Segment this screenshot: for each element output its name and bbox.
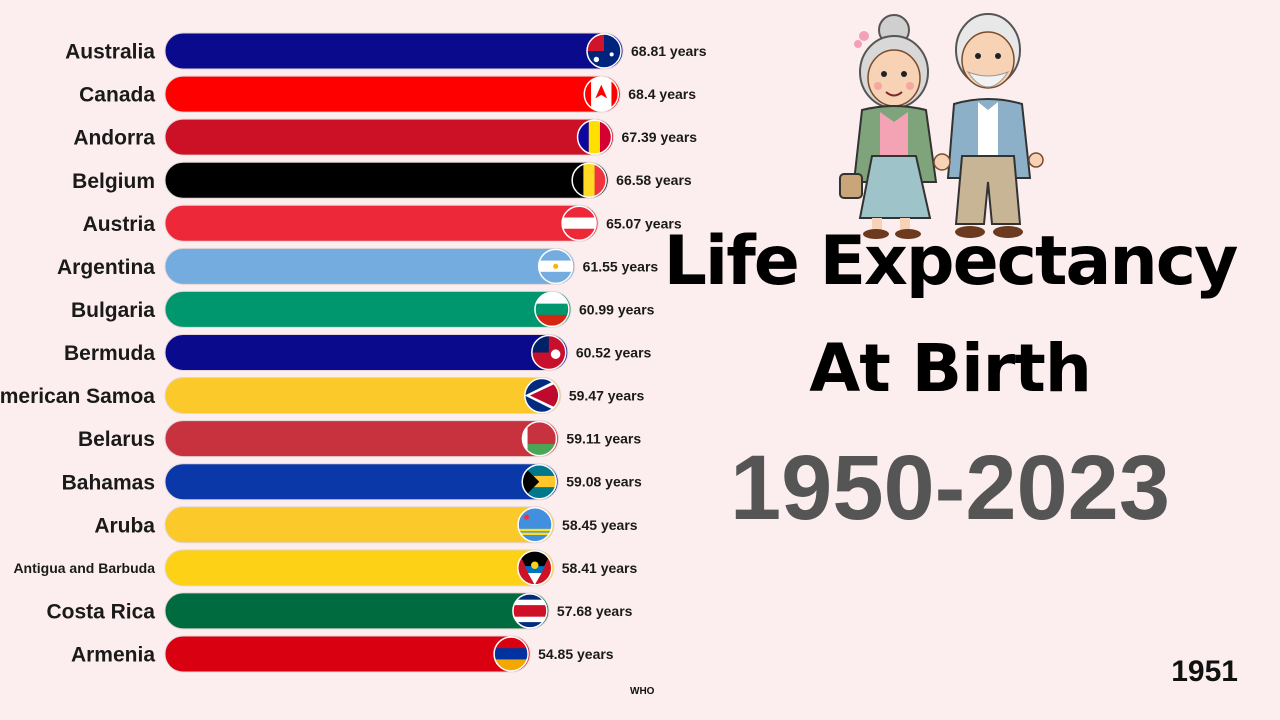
andorra-flag-icon xyxy=(576,119,613,155)
bar-group: Belarus 59.11 years xyxy=(78,420,641,458)
grandma-figure xyxy=(839,14,938,239)
austria-flag-icon xyxy=(561,205,597,242)
bar-group: Argentina 61.55 years xyxy=(57,247,659,285)
country-label: Antigua and Barbuda xyxy=(13,560,155,576)
canada-flag-icon xyxy=(583,76,620,112)
bar xyxy=(164,161,609,199)
country-label: American Samoa xyxy=(0,385,155,408)
bulgaria-flag-icon xyxy=(534,291,570,328)
argentina-flag-icon xyxy=(537,248,574,285)
value-label: 57.68 years xyxy=(557,603,633,619)
chart-period: 1950-2023 xyxy=(730,437,1170,539)
chart-title-line-1: Life Expectancy xyxy=(663,222,1239,301)
country-label: Belgium xyxy=(72,170,155,193)
bar xyxy=(164,377,562,415)
country-label: Bulgaria xyxy=(71,299,155,322)
chart-title-line-2: At Birth xyxy=(809,330,1092,407)
bar xyxy=(164,635,531,673)
bar xyxy=(164,75,621,113)
aruba-flag-icon xyxy=(517,507,553,543)
bar-group: American Samoa 59.47 years xyxy=(0,377,645,415)
bar xyxy=(164,290,572,328)
bar-group: Costa Rica 57.68 years xyxy=(46,592,633,630)
bar xyxy=(164,32,624,70)
costa-rica-flag-icon xyxy=(512,593,548,629)
country-label: Bermuda xyxy=(64,342,155,365)
value-label: 60.52 years xyxy=(576,344,652,360)
value-label: 58.45 years xyxy=(562,517,638,533)
bar xyxy=(164,549,555,587)
value-label: 67.39 years xyxy=(622,129,698,145)
bermuda-flag-icon xyxy=(531,334,567,371)
country-label: Belarus xyxy=(78,428,155,451)
value-label: 60.99 years xyxy=(579,301,655,317)
source-label: WHO xyxy=(630,686,655,697)
country-label: Australia xyxy=(65,41,155,64)
value-label: 66.58 years xyxy=(616,172,692,188)
value-label: 61.55 years xyxy=(583,258,659,274)
value-label: 59.11 years xyxy=(566,431,641,447)
country-label: Costa Rica xyxy=(46,600,155,623)
country-label: Canada xyxy=(79,84,155,107)
country-label: Argentina xyxy=(57,256,155,279)
bahamas-flag-icon xyxy=(521,463,557,500)
armenia-flag-icon xyxy=(493,636,529,672)
country-label: Armenia xyxy=(71,644,155,667)
bar-group: Antigua and Barbuda 58.41 years xyxy=(13,549,638,587)
bar-chart: Australia 68.81 years Canada 68.4 years Ando… xyxy=(0,32,707,673)
bar xyxy=(164,463,559,501)
bar-group: Canada 68.4 years xyxy=(79,75,696,113)
bar xyxy=(164,247,576,285)
current-year-label: 1951 xyxy=(1171,655,1238,688)
bar-group: Bulgaria 60.99 years xyxy=(71,290,655,328)
bar-group: Belgium 66.58 years xyxy=(72,161,692,199)
american-samoa-flag-icon xyxy=(524,377,560,414)
value-label: 54.85 years xyxy=(538,646,614,662)
value-label: 59.47 years xyxy=(569,388,645,404)
bar-group: Armenia 54.85 years xyxy=(71,635,614,673)
bar xyxy=(164,204,599,242)
bar xyxy=(164,118,615,156)
belarus-flag-icon xyxy=(521,420,558,457)
grandpa-figure xyxy=(946,13,1032,238)
bar-group: Bahamas 59.08 years xyxy=(62,463,642,501)
belgium-flag-icon xyxy=(571,162,607,198)
bar-group: Bermuda 60.52 years xyxy=(64,333,652,371)
value-label: 59.08 years xyxy=(566,474,642,490)
country-label: Aruba xyxy=(94,514,155,537)
bar xyxy=(164,506,555,544)
bar xyxy=(164,592,550,630)
country-label: Bahamas xyxy=(62,471,155,494)
bar xyxy=(164,333,569,371)
bar-group: Andorra 67.39 years xyxy=(73,118,698,156)
value-label: 58.41 years xyxy=(562,560,638,576)
antigua-flag-icon xyxy=(517,550,553,586)
value-label: 68.81 years xyxy=(631,43,707,59)
bar-group: Austria 65.07 years xyxy=(83,204,682,242)
country-label: Austria xyxy=(83,213,156,236)
elderly-couple-illustration xyxy=(839,13,1044,239)
value-label: 68.4 years xyxy=(628,86,696,102)
australia-flag-icon xyxy=(586,33,622,69)
country-label: Andorra xyxy=(73,127,155,150)
bar-group: Australia 68.81 years xyxy=(65,32,707,70)
bar xyxy=(164,420,559,458)
value-label: 65.07 years xyxy=(606,215,682,231)
bar-group: Aruba 58.45 years xyxy=(94,506,638,544)
